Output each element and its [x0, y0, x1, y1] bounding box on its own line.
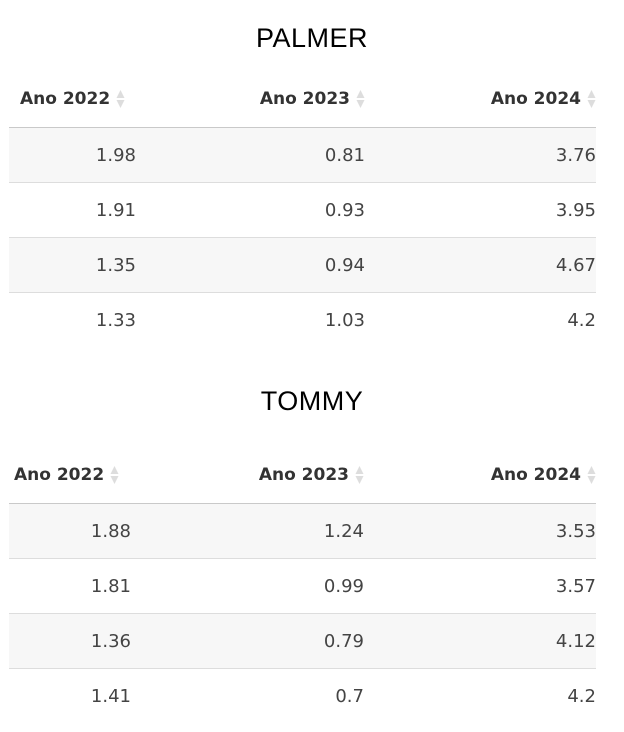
table-cell: 0.99 [131, 558, 364, 614]
data-table: Ano 2022 Ano 2023 Ano 2024 1.88 1.24 3.5… [9, 446, 596, 723]
table-title: TOMMY [260, 386, 364, 416]
column-header-ano-2023[interactable]: Ano 2023 [136, 70, 365, 128]
column-header-ano-2023[interactable]: Ano 2023 [131, 446, 364, 504]
column-header-label: Ano 2024 [490, 88, 581, 109]
table-header-row: Ano 2022 Ano 2023 Ano 2024 [9, 446, 596, 504]
table-cell: 4.67 [365, 237, 596, 293]
table-cell: 1.91 [9, 182, 136, 238]
table-cell: 4.2 [364, 668, 596, 723]
table-cell: 0.93 [136, 182, 365, 238]
table-cell: 1.24 [131, 503, 364, 559]
data-table: Ano 2022 Ano 2023 Ano 2024 1.98 0.81 3.7… [9, 70, 596, 347]
column-header-ano-2024[interactable]: Ano 2024 [365, 70, 596, 128]
table-row: 1.41 0.7 4.2 [9, 668, 596, 723]
table-row: 1.35 0.94 4.67 [9, 237, 596, 293]
table-cell: 1.41 [9, 668, 131, 723]
table-cell: 4.12 [364, 613, 596, 669]
table-cell: 0.81 [136, 127, 365, 183]
column-header-ano-2022[interactable]: Ano 2022 [9, 70, 136, 128]
table-cell: 0.94 [136, 237, 365, 293]
table-cell: 1.35 [9, 237, 136, 293]
table-cell: 3.53 [364, 503, 596, 559]
table-row: 1.33 1.03 4.2 [9, 292, 596, 347]
table-row: 1.88 1.24 3.53 [9, 503, 596, 559]
table-cell: 0.7 [131, 668, 364, 723]
table-row: 1.36 0.79 4.12 [9, 613, 596, 669]
sort-both-icon[interactable] [587, 465, 596, 485]
table-cell: 4.2 [365, 292, 596, 347]
table-cell: 1.36 [9, 613, 131, 669]
table-row: 1.98 0.81 3.76 [9, 127, 596, 183]
column-header-ano-2024[interactable]: Ano 2024 [364, 446, 596, 504]
column-header-label: Ano 2022 [20, 88, 111, 109]
table-row: 1.91 0.93 3.95 [9, 182, 596, 238]
table-cell: 3.76 [365, 127, 596, 183]
table-cell: 1.88 [9, 503, 131, 559]
column-header-label: Ano 2023 [258, 464, 349, 485]
table-cell: 1.98 [9, 127, 136, 183]
table-cell: 1.81 [9, 558, 131, 614]
column-header-label: Ano 2023 [259, 88, 350, 109]
column-header-label: Ano 2024 [490, 464, 581, 485]
sort-both-icon[interactable] [587, 89, 596, 109]
table-cell: 3.57 [364, 558, 596, 614]
column-header-ano-2022[interactable]: Ano 2022 [9, 446, 131, 504]
sort-both-icon[interactable] [355, 465, 364, 485]
sort-both-icon[interactable] [110, 465, 119, 485]
table-cell: 1.03 [136, 292, 365, 347]
column-header-label: Ano 2022 [14, 464, 105, 485]
table-cell: 3.95 [365, 182, 596, 238]
sort-both-icon[interactable] [356, 89, 365, 109]
table-cell: 1.33 [9, 292, 136, 347]
table-title: PALMER [255, 23, 369, 53]
sort-both-icon[interactable] [116, 89, 125, 109]
table-row: 1.81 0.99 3.57 [9, 558, 596, 614]
table-header-row: Ano 2022 Ano 2023 Ano 2024 [9, 70, 596, 128]
table-cell: 0.79 [131, 613, 364, 669]
